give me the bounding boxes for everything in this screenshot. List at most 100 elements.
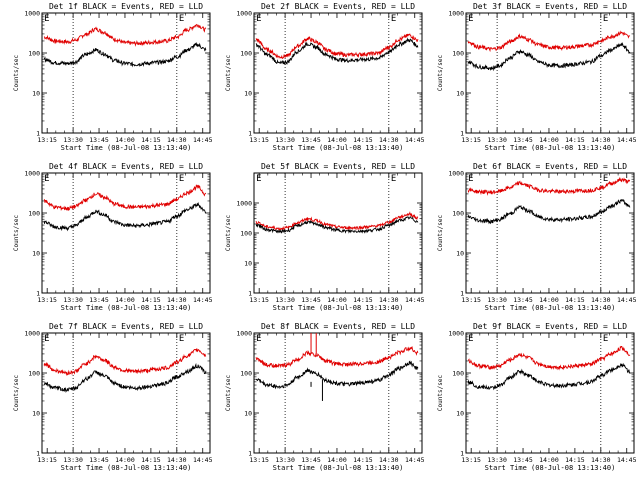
y-tick-label: 100 — [28, 370, 40, 378]
lld-series-line — [255, 33, 419, 60]
y-tick-label: 1000 — [236, 330, 252, 338]
x-tick-label: 13:30 — [275, 456, 295, 464]
plot-frame — [41, 332, 211, 454]
chart-panel-9: Det 9f BLACK = Events, RED = LLD 1 10 100 10… — [437, 322, 637, 472]
flag-label: E — [44, 14, 49, 24]
x-tick-label: 13:30 — [63, 136, 83, 144]
plot-frame — [41, 12, 211, 134]
x-tick-label: 13:45 — [89, 136, 109, 144]
events-series-line — [467, 41, 631, 72]
events-series-line — [255, 360, 419, 390]
x-tick-label: 13:45 — [301, 296, 321, 304]
events-series-line — [255, 37, 419, 65]
chart-panel-5: Det 5f BLACK = Events, RED = LLD 1 10 100 10… — [225, 162, 425, 312]
x-tick-label: 13:15 — [249, 136, 269, 144]
events-series-line — [43, 362, 207, 393]
x-tick-label: 14:15 — [353, 136, 373, 144]
lld-series-line — [255, 211, 419, 231]
flag-label: E — [256, 334, 261, 344]
y-tick-label: 1 — [36, 130, 40, 138]
x-tick-label: 14:00 — [327, 456, 347, 464]
x-tick-label: 13:30 — [63, 456, 83, 464]
x-tick-label: 13:45 — [513, 456, 533, 464]
x-tick-label: 14:15 — [565, 296, 585, 304]
x-tick-label: 14:00 — [115, 456, 135, 464]
chart-panel-2: Det 2f BLACK = Events, RED = LLD 1 10 100 10… — [225, 2, 425, 152]
x-tick-label: 14:30 — [379, 456, 399, 464]
x-tick-label: 13:45 — [89, 456, 109, 464]
x-tick-label: 14:45 — [193, 136, 213, 144]
chart-title: Det 2f BLACK = Events, RED = LLD — [261, 2, 415, 11]
x-tick-label: 13:45 — [513, 136, 533, 144]
y-tick-label: 1 — [248, 130, 252, 138]
y-tick-label: 10 — [244, 90, 252, 98]
flag-label: E — [603, 334, 608, 344]
x-tick-label: 14:15 — [141, 456, 161, 464]
y-axis-label: Counts/sec — [13, 55, 20, 92]
x-tick-label: 14:00 — [539, 456, 559, 464]
x-tick-label: 14:30 — [167, 296, 187, 304]
y-tick-label: 100 — [240, 50, 252, 58]
lld-series-line — [467, 345, 631, 371]
lld-series-line — [467, 30, 631, 53]
x-axis-label: Start Time (08-Jul-08 13:13:40) — [61, 304, 192, 312]
y-tick-label: 1000 — [24, 10, 40, 18]
x-tick-label: 13:30 — [63, 296, 83, 304]
flag-label: E — [256, 14, 261, 24]
y-tick-label: 10 — [456, 410, 464, 418]
y-tick-label: 100 — [28, 50, 40, 58]
flag-label: E — [256, 174, 261, 184]
x-tick-label: 14:45 — [405, 296, 425, 304]
events-series-line — [467, 362, 631, 391]
x-tick-label: 14:00 — [327, 136, 347, 144]
x-tick-label: 13:15 — [37, 456, 57, 464]
chart-panel-8: Det 8f BLACK = Events, RED = LLD 1 10 100 10… — [225, 322, 425, 472]
lld-series-line — [43, 23, 207, 47]
x-tick-label: 14:00 — [115, 296, 135, 304]
y-tick-label: 10 — [32, 410, 40, 418]
x-tick-label: 13:30 — [275, 136, 295, 144]
x-tick-label: 14:30 — [379, 136, 399, 144]
lld-series-line — [43, 184, 207, 212]
x-tick-label: 14:30 — [591, 296, 611, 304]
plot-frame — [253, 172, 423, 294]
y-tick-label: 100 — [240, 370, 252, 378]
x-tick-label: 13:15 — [461, 296, 481, 304]
y-tick-label: 100 — [452, 50, 464, 58]
flag-label: E — [603, 174, 608, 184]
y-axis-label: Counts/sec — [437, 215, 444, 252]
events-series-line — [255, 216, 419, 234]
chart-panel-7: Det 7f BLACK = Events, RED = LLD 1 10 100 10… — [13, 322, 213, 472]
lld-series-line — [255, 345, 419, 369]
flag-label: E — [44, 334, 49, 344]
x-tick-label: 14:15 — [141, 296, 161, 304]
y-axis-label: Counts/sec — [225, 55, 232, 92]
x-tick-label: 14:00 — [539, 296, 559, 304]
x-tick-label: 14:30 — [167, 136, 187, 144]
flag-label: E — [44, 174, 49, 184]
x-tick-label: 14:45 — [617, 136, 637, 144]
y-tick-label: 1000 — [24, 170, 40, 178]
flag-label: E — [391, 14, 396, 24]
y-tick-label: 10 — [32, 90, 40, 98]
x-axis-label: Start Time (08-Jul-08 13:13:40) — [485, 464, 616, 472]
plot-frame — [465, 12, 635, 134]
x-tick-label: 14:15 — [353, 456, 373, 464]
events-series-line — [43, 201, 206, 232]
events-series-line — [43, 41, 207, 68]
x-tick-label: 13:30 — [487, 136, 507, 144]
x-tick-label: 14:15 — [353, 296, 373, 304]
x-tick-label: 14:45 — [405, 456, 425, 464]
x-axis-label: Start Time (08-Jul-08 13:13:40) — [273, 144, 404, 152]
y-tick-label: 100 — [452, 370, 464, 378]
x-tick-label: 14:45 — [193, 456, 213, 464]
chart-title: Det 4f BLACK = Events, RED = LLD — [49, 162, 203, 171]
chart-panel-4: Det 4f BLACK = Events, RED = LLD 1 10 100 10… — [13, 162, 213, 312]
x-tick-label: 13:15 — [249, 456, 269, 464]
x-tick-label: 14:00 — [539, 136, 559, 144]
flag-label: E — [468, 14, 473, 24]
y-tick-label: 1000 — [236, 200, 252, 208]
x-tick-label: 13:45 — [301, 136, 321, 144]
x-tick-label: 14:45 — [617, 296, 637, 304]
